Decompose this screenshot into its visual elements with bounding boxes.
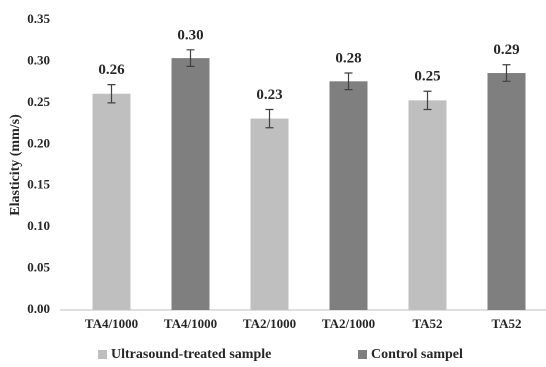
x-tick-label: TA52 (412, 316, 442, 331)
bar (408, 100, 447, 310)
bar (487, 73, 526, 311)
legend-swatch (98, 350, 107, 359)
y-tick-label: 0.05 (27, 260, 50, 275)
x-tick-label: TA4/1000 (164, 316, 217, 331)
x-tick-label: TA52 (491, 316, 521, 331)
y-tick-label: 0.20 (27, 135, 50, 150)
y-tick-label: 0.00 (27, 301, 50, 316)
bar (171, 58, 210, 310)
x-tick-label: TA4/1000 (85, 316, 138, 331)
legend-label: Control sampel (371, 347, 463, 362)
x-tick-label: TA2/1000 (243, 316, 296, 331)
error-bar (344, 72, 353, 91)
data-label: 0.29 (493, 42, 519, 58)
y-axis-title: Elasticity (mm/s) (8, 114, 23, 216)
legend-label: Ultrasound-treated sample (111, 347, 271, 362)
error-bar (265, 108, 274, 129)
bar (329, 81, 368, 310)
error-bar (502, 64, 511, 82)
error-bar (423, 90, 432, 111)
error-bar (186, 49, 195, 67)
data-label: 0.30 (177, 27, 203, 43)
data-label: 0.28 (335, 50, 361, 66)
data-label: 0.23 (256, 87, 282, 103)
data-label: 0.25 (414, 69, 440, 85)
error-bar (107, 84, 116, 104)
y-tick-label: 0.10 (27, 218, 50, 233)
bar (250, 118, 289, 310)
y-tick-label: 0.25 (27, 94, 50, 109)
bar (92, 93, 131, 310)
x-tick-label: TA2/1000 (322, 316, 375, 331)
y-tick-label: 0.15 (27, 177, 50, 192)
legend-swatch (358, 350, 367, 359)
y-tick-label: 0.30 (27, 52, 50, 67)
data-label: 0.26 (98, 62, 125, 78)
y-tick-label: 0.35 (27, 11, 50, 26)
